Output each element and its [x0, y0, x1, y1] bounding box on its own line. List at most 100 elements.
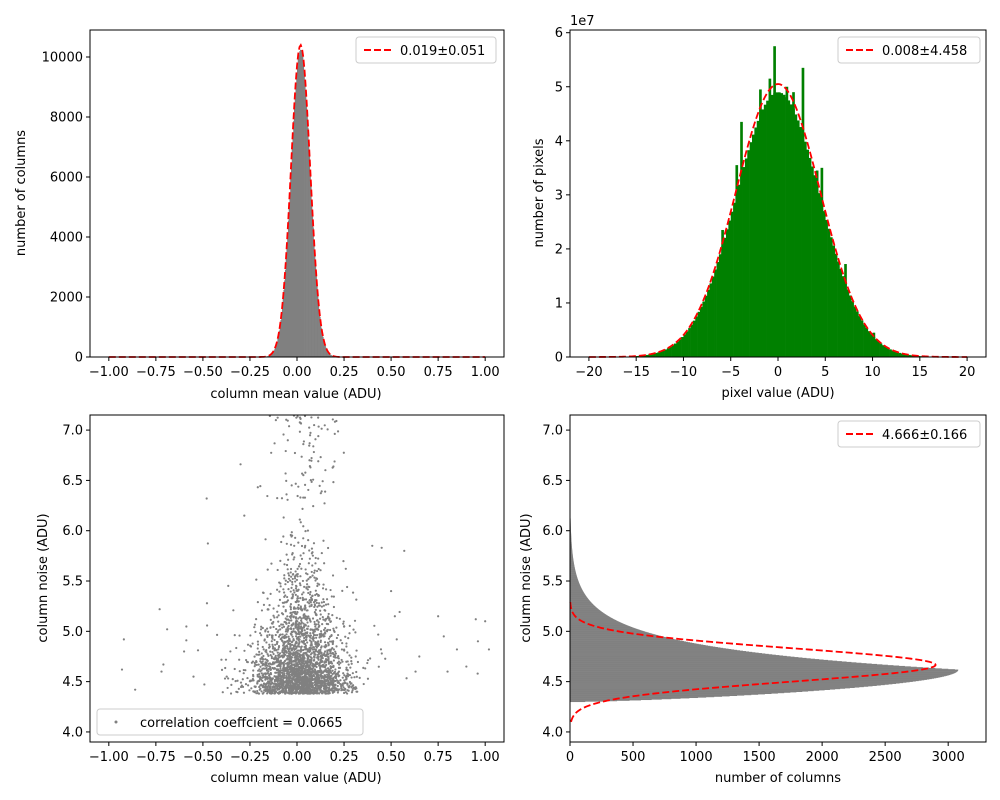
scatter-point	[305, 579, 308, 582]
histogram-bar	[327, 352, 329, 357]
scatter-point	[324, 619, 327, 622]
scatter-point	[224, 658, 228, 661]
scatter-point	[330, 634, 333, 638]
scatter-point	[316, 656, 319, 659]
scatter-point	[346, 585, 349, 589]
x-tick-label: −1.00	[89, 365, 129, 380]
scatter-point	[317, 628, 320, 631]
histogram-bar	[879, 343, 883, 357]
scatter-point	[277, 620, 280, 623]
scatter-point	[342, 622, 345, 625]
scatter-point	[277, 658, 280, 662]
scatter-point	[338, 663, 341, 666]
histogram-bar	[692, 320, 696, 357]
y-tick-label: 7.0	[62, 424, 83, 439]
scatter-point	[196, 649, 200, 652]
histogram-bar	[570, 641, 688, 643]
scatter-point	[336, 684, 339, 688]
histogram-bar	[288, 206, 290, 357]
scatter-point	[262, 654, 265, 658]
histogram-bar	[570, 636, 665, 638]
scatter-point	[330, 595, 333, 598]
scatter-point	[296, 678, 299, 682]
scatter-point	[315, 689, 318, 693]
histogram-bar	[704, 295, 708, 357]
scatter-point	[282, 516, 285, 519]
scatter-point	[324, 490, 327, 493]
scatter-point	[268, 689, 271, 692]
scatter-point	[223, 677, 227, 680]
scatter-point	[307, 591, 310, 595]
scatter-point	[307, 687, 310, 690]
scatter-point	[256, 682, 259, 685]
scatter-point	[320, 632, 323, 635]
scatter-point	[260, 672, 263, 675]
histogram-bar	[323, 340, 325, 357]
scatter-point	[323, 631, 327, 634]
histogram-bar	[778, 92, 781, 357]
scatter-point	[258, 650, 261, 654]
scatter-point	[336, 691, 340, 694]
scatter-point	[260, 684, 263, 687]
histogram-bar	[782, 94, 786, 357]
scatter-point	[299, 584, 302, 587]
histogram-bar	[711, 276, 715, 357]
scatter-point	[320, 681, 323, 684]
scatter-point	[339, 661, 342, 664]
scatter-point	[276, 568, 279, 572]
scatter-point	[279, 628, 282, 631]
histogram-bar	[570, 657, 803, 659]
scatter-point	[290, 641, 293, 644]
histogram-bar	[570, 533, 572, 535]
histogram-bar	[570, 629, 639, 631]
scatter-point	[281, 673, 284, 677]
scatter-point	[322, 539, 325, 542]
scatter-point	[307, 578, 310, 581]
histogram-bar	[292, 134, 294, 357]
scatter-point	[291, 551, 294, 555]
scatter-point	[306, 641, 309, 644]
scatter-point	[299, 606, 302, 609]
scatter-point	[261, 626, 264, 630]
histogram-bar	[570, 576, 577, 577]
scatter-point	[306, 672, 309, 676]
histogram-bar	[570, 562, 574, 563]
scatter-point	[294, 570, 297, 573]
histogram-bar	[570, 698, 672, 700]
histogram-bar	[867, 331, 871, 357]
scatter-point	[260, 661, 263, 664]
histogram-bar	[570, 660, 838, 662]
histogram-bar	[662, 350, 665, 357]
histogram-bar	[570, 587, 582, 589]
histogram-bar	[884, 346, 888, 357]
scatter-point	[269, 683, 272, 686]
scatter-point	[274, 633, 277, 637]
histogram-bar	[681, 337, 684, 357]
histogram-bar	[570, 591, 584, 593]
scatter-point	[315, 641, 319, 644]
histogram-bar	[570, 684, 885, 686]
histogram-bar	[570, 579, 578, 580]
histogram-bar	[690, 324, 694, 357]
histogram-bar	[570, 574, 577, 575]
scatter-point	[442, 635, 445, 638]
scatter-point	[321, 623, 324, 626]
scatter-point	[264, 678, 267, 681]
scatter-point	[245, 660, 249, 663]
scatter-point	[308, 426, 311, 429]
scatter-point	[325, 598, 329, 601]
scatter-point	[362, 682, 365, 686]
scatter-plot-area	[120, 415, 491, 695]
histogram-bar	[570, 633, 654, 635]
scatter-point	[303, 636, 306, 640]
scatter-point	[297, 623, 300, 627]
scatter-point	[316, 681, 319, 684]
histogram-bar	[570, 603, 593, 604]
histogram-bar	[279, 325, 281, 357]
histogram-bar	[570, 583, 580, 584]
scatter-point	[287, 577, 291, 580]
scatter-point	[299, 677, 302, 681]
histogram-bar	[570, 624, 625, 625]
scatter-point	[332, 640, 335, 643]
scatter-point	[282, 661, 285, 664]
